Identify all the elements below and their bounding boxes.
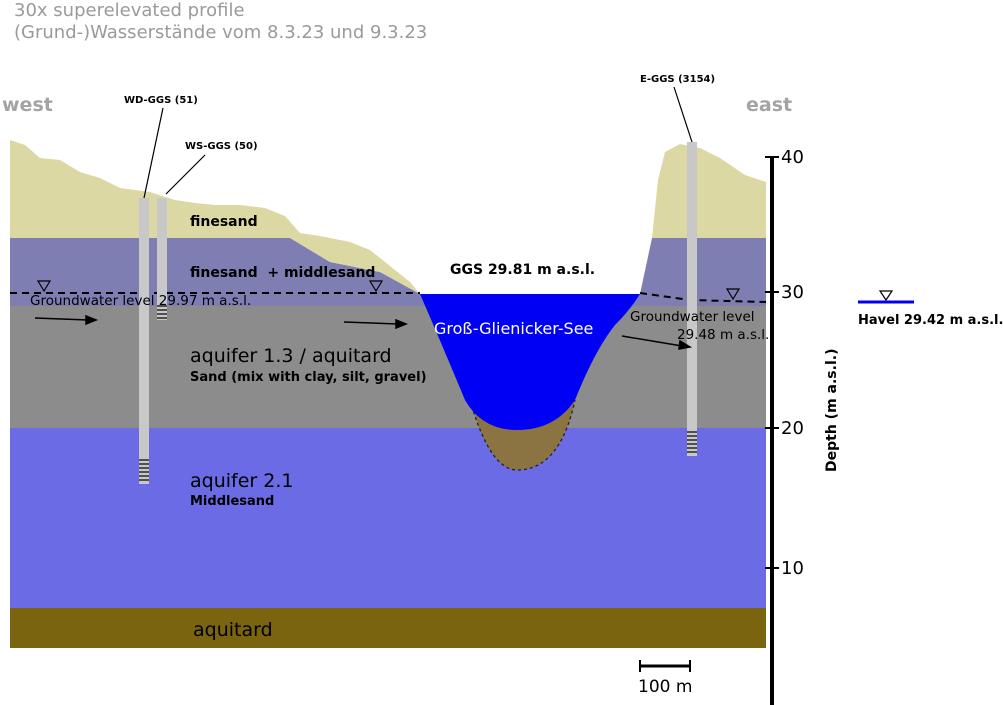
- well-e-ggs-leader: [673, 86, 693, 143]
- layer-label-aquifer-2-1: aquifer 2.1: [190, 470, 293, 492]
- scale-bar-label: 100 m: [638, 677, 692, 697]
- depth-axis-label: Depth (m a.s.l.): [824, 349, 840, 472]
- depth-tick-20: 20: [781, 418, 804, 439]
- layer-aquifer-1-3: [10, 306, 766, 428]
- lake-water: [420, 294, 640, 430]
- well-label-e-ggs: E-GGS (3154): [640, 74, 715, 85]
- water-level-marker-west: [36, 280, 52, 293]
- well-wd-ggs: [139, 198, 149, 484]
- layer-aquitard: [10, 608, 766, 648]
- direction-east: east: [746, 94, 792, 116]
- depth-tick-10: 10: [781, 558, 804, 579]
- layer-finesand-middlesand: [10, 238, 766, 306]
- header-line-2: (Grund-)Wasserstände vom 8.3.23 und 9.3.…: [14, 22, 428, 43]
- well-label-ws-ggs: WS-GGS (50): [185, 141, 258, 152]
- havel-level-marker: [878, 290, 894, 302]
- layer-label-aquifer-1-3-sub: Sand (mix with clay, silt, gravel): [190, 370, 427, 385]
- depth-tick-40: 40: [781, 147, 804, 168]
- layer-label-finesand-middlesand: finesand + middlesand: [190, 265, 375, 281]
- layer-label-aquifer-2-1-sub: Middlesand: [190, 494, 274, 509]
- groundwater-label-west: Groundwater level 29.97 m a.s.l.: [30, 293, 251, 309]
- layer-label-finesand: finesand: [190, 214, 258, 230]
- depth-tick-30: 30: [781, 282, 804, 303]
- groundwater-label-east-1: Groundwater level: [630, 309, 755, 325]
- well-e-ggs: [687, 142, 697, 456]
- layer-finesand-east: [652, 144, 766, 238]
- well-wd-ggs-screen: [139, 459, 149, 481]
- depth-axis-ticks: [765, 156, 779, 569]
- lake-sediment-outline: [469, 399, 576, 471]
- layer-finesand-west: [10, 140, 420, 294]
- flow-arrows: [34, 314, 693, 350]
- header-line-1: 30x superelevated profile: [14, 0, 245, 21]
- layer-aquifer-2-1: [10, 428, 766, 608]
- well-ws-ggs-screen: [157, 305, 167, 319]
- water-level-marker-east: [725, 288, 741, 301]
- groundwater-label-east-2: 29.48 m a.s.l.: [677, 327, 769, 343]
- water-level-marker-center: [368, 280, 384, 293]
- lake-name-label: Groß-Glienicker-See: [434, 319, 593, 338]
- layer-label-aquifer-1-3: aquifer 1.3 / aquitard: [190, 345, 392, 367]
- direction-west: west: [2, 94, 53, 116]
- well-ws-ggs: [157, 198, 167, 320]
- havel-label: Havel 29.42 m a.s.l.: [858, 313, 1003, 328]
- well-e-ggs-screen: [687, 431, 697, 453]
- layer-label-aquitard: aquitard: [193, 619, 273, 641]
- lake-level-label: GGS 29.81 m a.s.l.: [450, 262, 595, 278]
- well-wd-ggs-leader: [143, 107, 164, 199]
- well-ws-ggs-leader: [165, 154, 206, 195]
- well-label-wd-ggs: WD-GGS (51): [124, 95, 198, 106]
